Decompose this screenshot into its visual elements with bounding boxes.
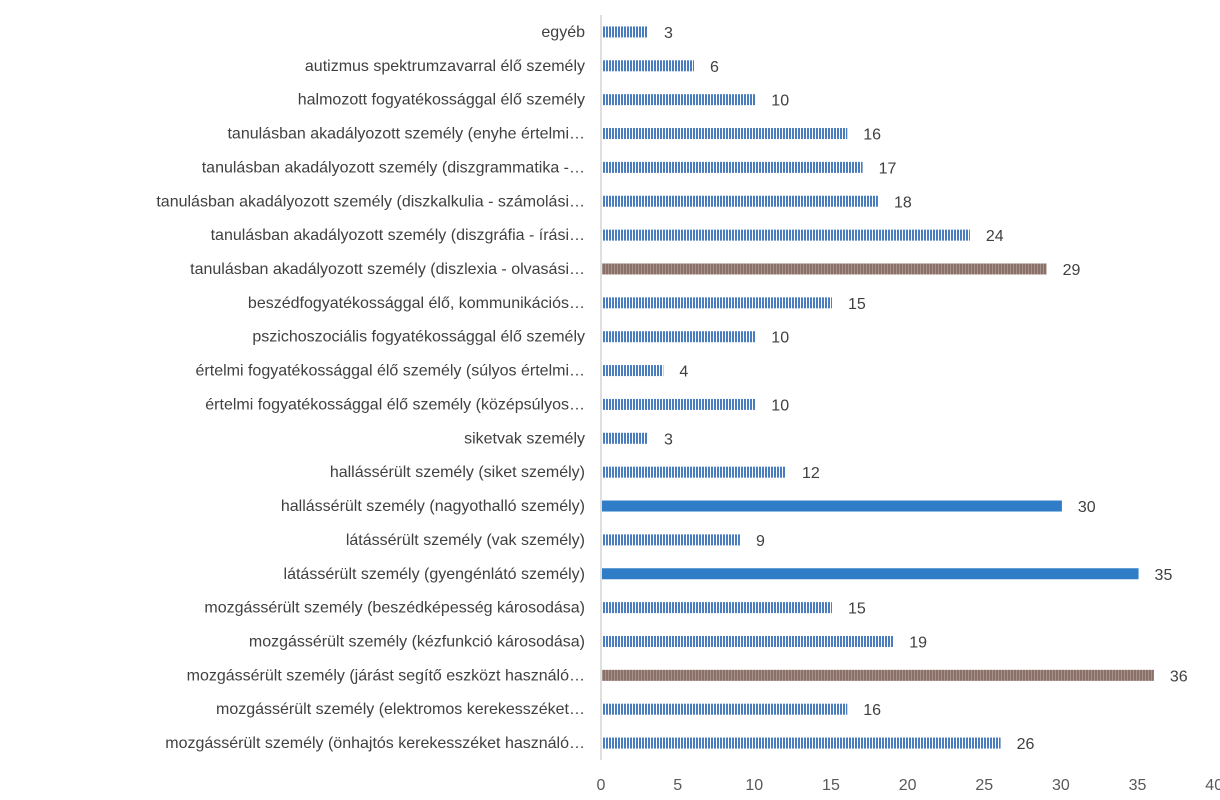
category-label: hallássérült személy (nagyothalló személ… [281,498,585,515]
category-label: hallássérült személy (siket személy) [330,464,585,481]
data-label: 4 [679,364,688,381]
data-label: 16 [863,702,881,719]
x-tick-label: 40 [1205,777,1220,794]
data-label: 24 [986,228,1004,245]
category-label: autizmus spektrumzavarral élő személy [305,58,585,75]
data-label: 3 [664,25,673,42]
data-label: 18 [894,194,912,211]
category-label: mozgássérült személy (elektromos kerekes… [216,701,585,718]
bar [602,128,848,140]
bar [602,229,970,241]
data-label: 35 [1155,567,1173,584]
category-label: tanulásban akadályozott személy (diszgra… [202,159,585,176]
bar [602,331,756,343]
data-label: 30 [1078,499,1096,516]
category-label: mozgássérült személy (önhajtós kerekessz… [165,735,585,752]
data-label: 26 [1017,736,1035,753]
x-tick-label: 5 [673,777,682,794]
bar [602,297,832,309]
data-label: 3 [664,431,673,448]
data-label: 9 [756,533,765,550]
bar [602,737,1001,749]
x-tick-label: 30 [1052,777,1070,794]
bar [602,60,694,72]
bar [602,432,648,444]
bar [602,635,894,647]
bar [602,703,848,715]
category-label: mozgássérült személy (kézfunkció károsod… [249,633,585,650]
bar [602,161,863,173]
bar [602,568,1139,580]
bar [602,195,878,207]
bar [602,26,648,38]
bar [602,94,756,106]
x-tick-label: 0 [597,777,606,794]
category-label: tanulásban akadályozott személy (enyhe é… [227,126,585,143]
data-label: 19 [909,634,927,651]
data-label: 16 [863,127,881,144]
data-label: 36 [1170,668,1188,685]
category-label: egyéb [541,24,585,41]
bar [602,365,664,377]
bar [602,602,832,614]
category-label: siketvak személy [464,430,585,447]
x-tick-label: 15 [822,777,840,794]
category-label: látássérült személy (gyengénlátó személy… [284,566,585,583]
data-label: 29 [1063,262,1081,279]
bar [602,398,756,410]
bar [602,263,1047,275]
category-label: tanulásban akadályozott személy (diszlex… [190,261,585,278]
category-label: értelmi fogyatékossággal élő személy (sú… [196,363,585,380]
bar [602,500,1062,512]
data-label: 15 [848,601,866,618]
category-label: látássérült személy (vak személy) [346,532,585,549]
category-label: tanulásban akadályozott személy (diszkal… [156,193,585,210]
x-tick-label: 10 [745,777,763,794]
data-label: 10 [771,397,789,414]
category-label: pszichoszociális fogyatékossággal élő sz… [252,329,585,346]
data-label: 10 [771,93,789,110]
data-label: 17 [879,160,897,177]
data-label: 12 [802,465,820,482]
bar [602,466,786,478]
bar [602,669,1154,681]
data-label: 10 [771,330,789,347]
category-label: halmozott fogyatékossággal élő személy [298,92,585,109]
category-label: értelmi fogyatékossággal élő személy (kö… [205,396,585,413]
category-label: mozgássérült személy (beszédképesség kár… [204,600,585,617]
plot-area: 0 5 10 15 20 25 30 35 40 mozgássérült személy (ön… [156,15,1220,794]
category-label: mozgássérült személy (járást segítő eszk… [187,667,585,684]
category-label: tanulásban akadályozott személy (diszgrá… [211,227,585,244]
data-label: 6 [710,59,719,76]
x-tick-label: 35 [1129,777,1147,794]
category-label: beszédfogyatékossággal élő, kommunikáció… [248,295,585,312]
data-label: 15 [848,296,866,313]
bar [602,534,740,546]
x-tick-label: 20 [899,777,917,794]
x-tick-label: 25 [975,777,993,794]
